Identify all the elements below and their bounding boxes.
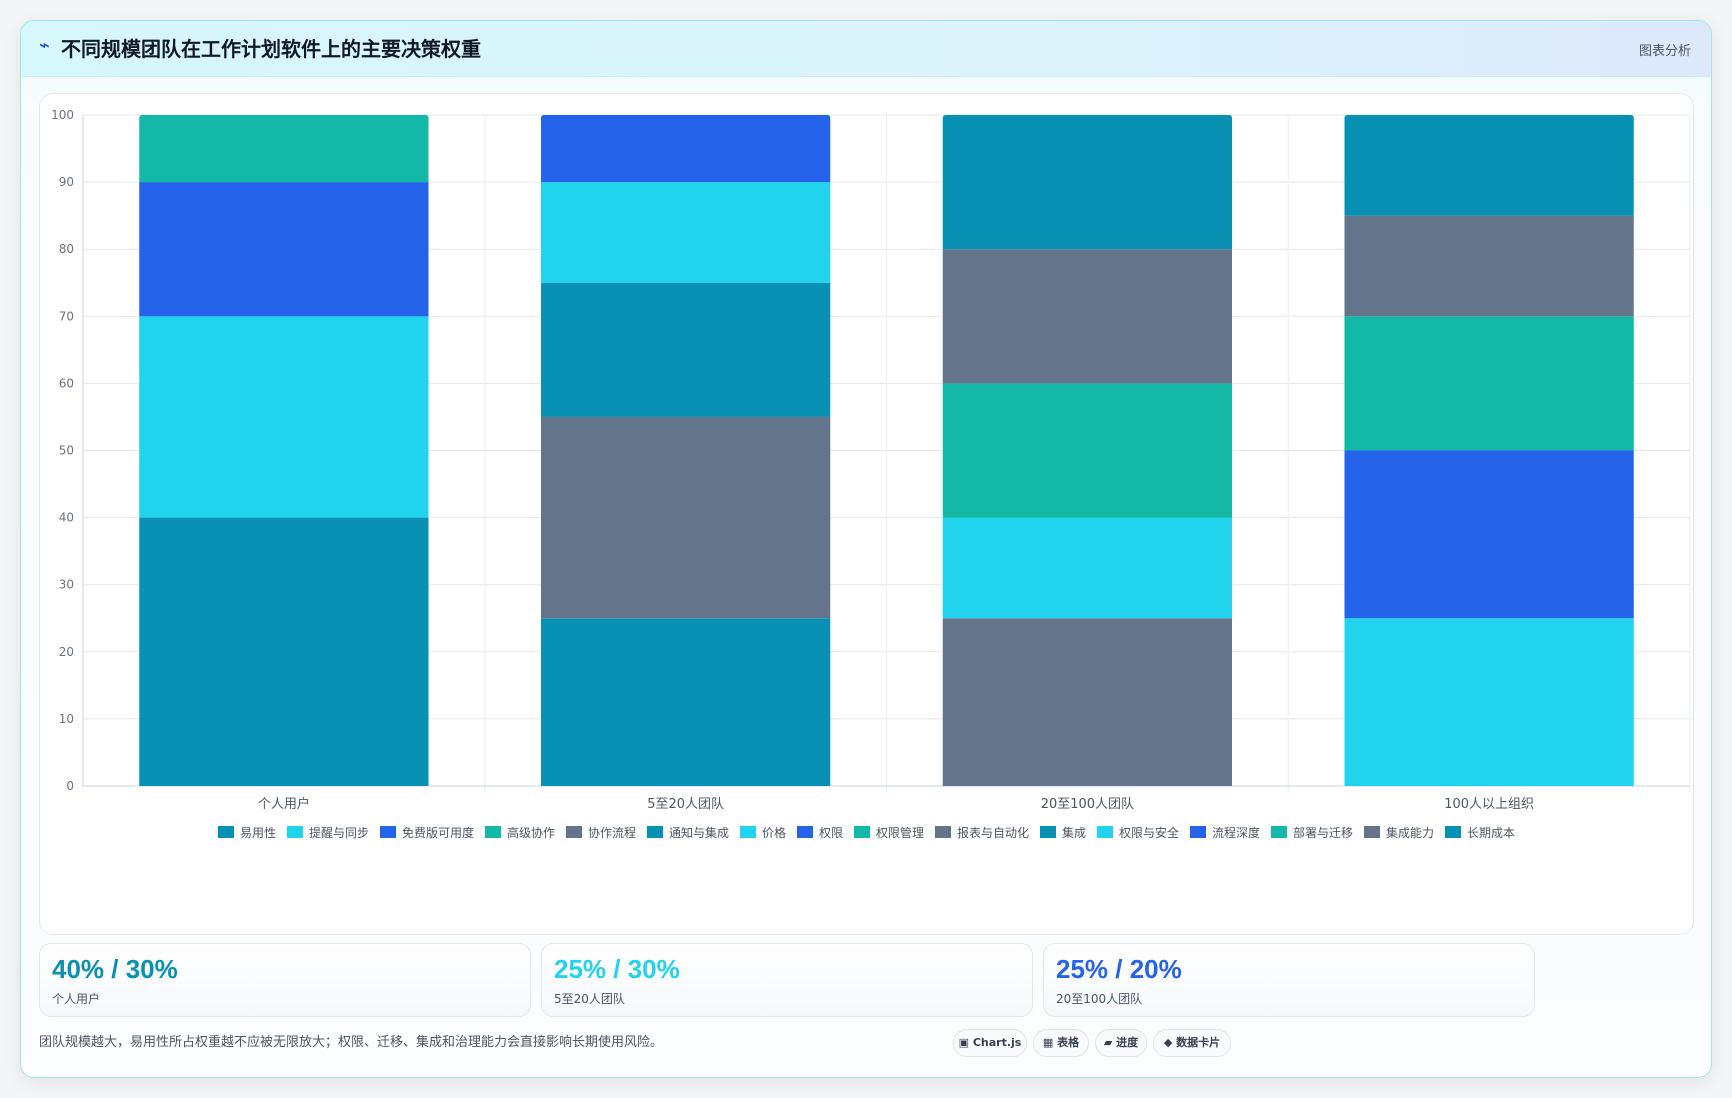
legend-label: 协作流程: [588, 825, 636, 840]
legend-label: 长期成本: [1467, 826, 1515, 840]
footer-note: 团队规模越大，易用性所占权重越不应被无限放大；权限、迁移、集成和治理能力会直接影…: [39, 1035, 664, 1050]
legend-swatch: [566, 826, 582, 838]
y-tick-label: 70: [59, 309, 74, 323]
y-tick-label: 30: [59, 578, 74, 592]
y-tick-label: 0: [66, 779, 74, 793]
stat-value: 25% / 20%: [1056, 954, 1182, 984]
legend-swatch: [647, 826, 663, 838]
bar-segment: [1344, 450, 1634, 619]
legend-swatch: [797, 826, 813, 838]
x-tick-label: 5至20人团队: [647, 797, 724, 812]
legend-label: 提醒与同步: [309, 825, 369, 840]
stat-card: 40% / 30% 个人用户: [39, 943, 531, 1017]
legend-label: 权限: [819, 826, 843, 840]
legend-swatch: [1271, 826, 1287, 838]
stat-label: 个人用户: [52, 992, 101, 1006]
bar-segment: [1344, 618, 1634, 786]
stat-card: 25% / 30% 5至20人团队: [541, 943, 1033, 1017]
x-tick-label: 20至100人团队: [1041, 797, 1134, 812]
y-tick-label: 10: [59, 712, 74, 726]
pill-chartjs[interactable]: ▣ Chart.js: [953, 1029, 1027, 1057]
legend-label: 权限与安全: [1119, 825, 1179, 840]
bar-segment: [139, 316, 429, 518]
y-tick-label: 80: [59, 242, 74, 256]
legend-swatch: [740, 826, 756, 838]
legend-swatch: [380, 826, 396, 838]
header-tag: 图表分析: [1638, 44, 1691, 59]
stat-label: 20至100人团队: [1056, 992, 1143, 1006]
stacked-bar-chart: 0 10 20 30 40 50 60 70 80 90 100 个人用户 5至20人团队 20至100人…: [51, 108, 1691, 840]
legend-label: 价格: [762, 825, 786, 840]
legend-label: 高级协作: [507, 825, 555, 840]
bar-segment: [942, 115, 1233, 250]
bar-segment: [139, 115, 429, 183]
bar-segment: [540, 115, 831, 183]
pill-progress[interactable]: ▰ 进度: [1095, 1029, 1147, 1057]
legend-swatch: [1445, 826, 1461, 838]
stat-value: 40% / 30%: [52, 954, 178, 984]
legend-swatch: [287, 826, 303, 838]
chart-logo-icon: ⌁: [39, 35, 50, 56]
legend-swatch: [218, 826, 234, 838]
y-tick-label: 90: [59, 175, 74, 189]
y-tick-label: 40: [59, 511, 74, 525]
legend-label: 流程深度: [1212, 825, 1260, 840]
bar-segment: [540, 182, 831, 283]
pill-table[interactable]: ▦ 表格: [1033, 1029, 1089, 1057]
y-tick-label: 50: [59, 444, 74, 458]
stat-cards: 40% / 30% 个人用户 25% / 30% 5至20人团队 25% / 2…: [39, 943, 1694, 1017]
legend-label: 报表与自动化: [957, 825, 1029, 840]
y-tick-label: 20: [59, 645, 74, 659]
legend-swatch: [1364, 826, 1380, 838]
bar-segment: [942, 383, 1233, 518]
legend-swatch: [1190, 826, 1206, 838]
legend-swatch: [854, 826, 870, 838]
bar-segment: [540, 416, 831, 619]
legend-label: 集成能力: [1386, 825, 1434, 840]
chart-panel: 0 10 20 30 40 50 60 70 80 90 100 个人用户 5至20人团队 20至100人…: [39, 93, 1694, 935]
legend-label: 集成: [1062, 825, 1086, 840]
bar-segment: [942, 249, 1233, 384]
bar-segment: [139, 182, 429, 317]
legend-swatch: [1040, 826, 1056, 838]
page-title: 不同规模团队在工作计划软件上的主要决策权重: [61, 37, 481, 61]
stat-card: 25% / 20% 20至100人团队: [1043, 943, 1535, 1017]
legend-label: 部署与迁移: [1293, 825, 1353, 840]
bar-segment: [139, 517, 429, 786]
x-tick-label: 100人以上组织: [1444, 797, 1534, 812]
legend-swatch: [935, 826, 951, 838]
legend-swatch: [485, 826, 501, 838]
legend-label: 权限管理: [876, 825, 924, 840]
y-tick-label: 60: [59, 376, 74, 390]
y-tick-label: 100: [51, 108, 74, 122]
bar-segment: [540, 618, 831, 786]
card-header: ⌁ 不同规模团队在工作计划软件上的主要决策权重 图表分析: [21, 21, 1711, 77]
dashboard-card: ⌁ 不同规模团队在工作计划软件上的主要决策权重 图表分析 0 10 20 30 40 50…: [20, 20, 1712, 1078]
legend-label: 免费版可用度: [402, 825, 474, 840]
legend-swatch: [1097, 826, 1113, 838]
bar-segment: [1344, 215, 1634, 317]
stat-label: 5至20人团队: [554, 992, 625, 1006]
pill-data-card[interactable]: ◆ 数据卡片: [1153, 1029, 1231, 1057]
bar-segment: [540, 282, 831, 417]
bar-segment: [942, 618, 1233, 786]
x-tick-label: 个人用户: [258, 796, 310, 812]
bar-segment: [1344, 316, 1634, 451]
bar-segment: [942, 517, 1233, 619]
stat-value: 25% / 30%: [554, 954, 680, 984]
legend-label: 易用性: [240, 826, 276, 840]
bar-segment: [1344, 115, 1634, 216]
legend-label: 通知与集成: [669, 825, 729, 840]
